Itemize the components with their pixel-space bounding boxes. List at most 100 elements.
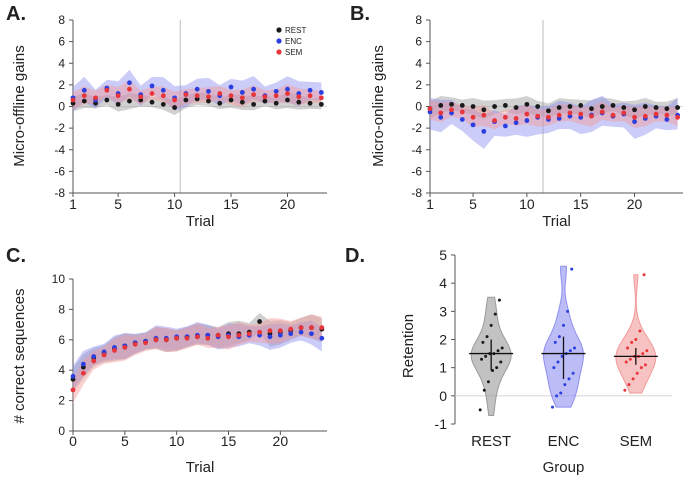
- point-rest: [285, 97, 290, 103]
- y-tick-label: 8: [58, 302, 65, 316]
- point-rest: [502, 103, 508, 108]
- point-rest: [318, 101, 324, 107]
- point-sem: [132, 341, 138, 347]
- point-rest: [567, 104, 573, 109]
- band-rest: [73, 92, 322, 116]
- point-sem: [285, 91, 290, 96]
- point-rest: [621, 105, 627, 110]
- point-enc: [307, 87, 313, 93]
- point-rest: [546, 108, 551, 114]
- point-sem: [481, 112, 487, 118]
- point-enc: [513, 120, 519, 126]
- point-sem: [80, 370, 86, 376]
- point-sem: [634, 338, 638, 341]
- point-rest: [228, 97, 234, 103]
- y-tick-label: 4: [439, 275, 447, 291]
- point-rest: [115, 101, 121, 107]
- y-tick-label: 2: [415, 78, 422, 92]
- point-sem: [262, 94, 268, 100]
- point-sem: [236, 332, 242, 338]
- point-enc: [502, 123, 508, 129]
- point-sem: [492, 118, 497, 123]
- point-rest: [262, 98, 268, 104]
- point-enc: [573, 346, 576, 350]
- y-tick-label: 6: [415, 35, 422, 49]
- point-sem: [319, 325, 325, 331]
- y-tick-label: -6: [411, 164, 422, 178]
- point-enc: [228, 84, 234, 90]
- point-sem: [627, 383, 631, 387]
- y-tick-label: 0: [415, 100, 422, 114]
- band-enc: [430, 95, 678, 149]
- y-tick-label: 4: [415, 56, 422, 70]
- point-sem: [70, 387, 76, 393]
- point-enc: [285, 86, 290, 92]
- point-rest: [104, 97, 110, 103]
- y-tick-label: 8: [58, 13, 65, 27]
- point-enc: [552, 366, 556, 370]
- point-enc: [557, 335, 561, 339]
- point-rest: [257, 319, 263, 324]
- y-tick-label: -6: [54, 164, 65, 178]
- point-enc: [438, 114, 444, 120]
- point-rest: [610, 103, 616, 108]
- point-rest: [513, 105, 519, 110]
- point-sem: [228, 93, 234, 99]
- x-axis-label: Trial: [186, 459, 215, 476]
- y-tick-label: 0: [58, 100, 65, 114]
- y-tick-label: 1: [439, 360, 447, 376]
- point-rest: [599, 104, 605, 109]
- point-rest: [486, 380, 490, 384]
- x-tick-label: 10: [169, 433, 185, 449]
- panel-label: C.: [6, 245, 26, 267]
- point-sem: [122, 345, 128, 350]
- point-enc: [127, 80, 132, 86]
- point-sem: [257, 329, 263, 335]
- point-sem: [183, 92, 189, 98]
- x-tick-label: 5: [114, 196, 122, 212]
- panel-d: D. -1 0 1 2 3 4 5 Retention Group REST ENC SEM: [345, 245, 672, 476]
- point-sem: [288, 326, 294, 332]
- point-sem: [149, 91, 155, 96]
- y-axis-label: Retention: [400, 314, 417, 378]
- point-rest: [524, 101, 530, 107]
- x-tick-label: 15: [573, 196, 589, 212]
- point-rest: [578, 103, 584, 108]
- legend-marker-sem: [276, 49, 282, 55]
- panel-label: D.: [345, 245, 365, 267]
- y-tick-label: 10: [52, 272, 66, 286]
- x-tick-label: 1: [426, 196, 434, 212]
- y-tick-label: -1: [435, 416, 448, 432]
- point-sem: [535, 113, 541, 119]
- point-rest: [653, 105, 659, 110]
- point-sem: [459, 109, 465, 115]
- point-enc: [571, 371, 575, 375]
- y-tick-label: 3: [439, 303, 447, 319]
- point-enc: [664, 117, 670, 122]
- point-sem: [643, 363, 647, 367]
- point-enc: [251, 86, 257, 92]
- point-enc: [524, 118, 530, 123]
- band-rest: [73, 312, 322, 393]
- point-rest: [251, 101, 257, 107]
- point-sem: [309, 325, 314, 331]
- point-sem: [642, 273, 646, 277]
- point-enc: [91, 354, 97, 359]
- point-enc: [459, 117, 465, 122]
- point-rest: [470, 104, 476, 109]
- point-rest: [459, 103, 465, 108]
- point-sem: [438, 110, 444, 116]
- point-rest: [81, 98, 87, 104]
- point-enc: [194, 86, 200, 92]
- point-sem: [513, 115, 519, 121]
- y-tick-label: 2: [58, 394, 65, 408]
- point-rest: [127, 98, 132, 104]
- point-sem: [502, 114, 508, 120]
- y-tick-label: 6: [58, 35, 65, 49]
- point-sem: [127, 86, 132, 92]
- point-rest: [675, 105, 681, 110]
- y-axis-label: Micro-online gains: [370, 45, 387, 167]
